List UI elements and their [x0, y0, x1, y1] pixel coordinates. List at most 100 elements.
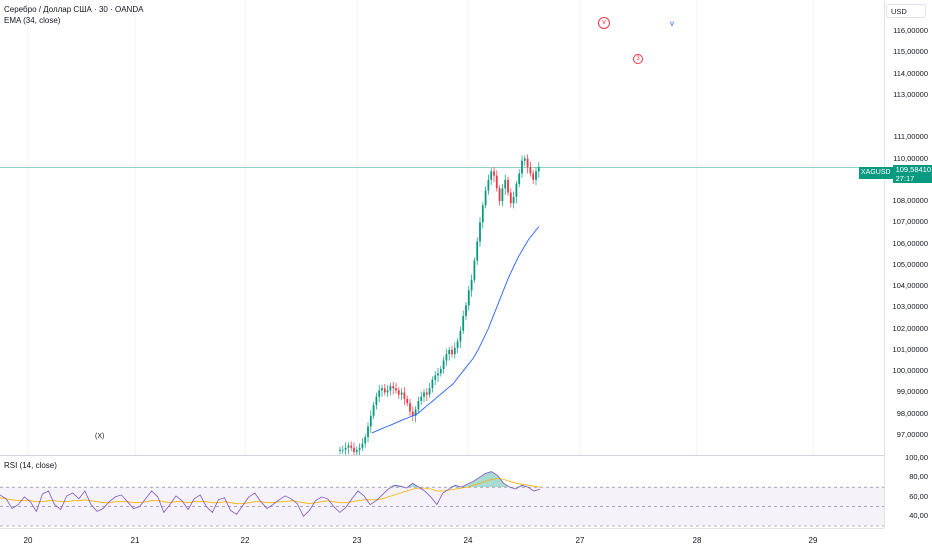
rsi-band-fill [0, 487, 884, 526]
y-axis-tick: 100,00000 [892, 366, 928, 376]
candle [470, 274, 473, 297]
candle-body [411, 411, 414, 416]
candle [509, 188, 512, 208]
candle-body [344, 447, 347, 450]
candle-body [369, 415, 372, 427]
candle-body [381, 388, 383, 391]
candle [409, 398, 411, 416]
x-axis-tick: 27 [575, 536, 585, 545]
candle-body [347, 445, 350, 448]
candle-body [350, 445, 353, 448]
candle-body [403, 392, 406, 399]
currency-button[interactable]: USD [886, 4, 926, 18]
candle [459, 326, 462, 348]
time-axis[interactable] [0, 528, 884, 551]
y-axis-tick: 110,00000 [893, 153, 928, 163]
y-axis-tick: 98,00000 [896, 408, 928, 418]
candle-body [476, 241, 479, 261]
candle-body [473, 260, 476, 280]
candle-body [375, 396, 378, 406]
candle [428, 382, 431, 398]
wave-marker-v-blue: v [670, 19, 674, 28]
candle [462, 310, 465, 334]
candle [350, 441, 353, 451]
candle-body [507, 179, 509, 193]
candle-body [442, 360, 445, 370]
candle [476, 237, 479, 265]
candle [484, 186, 487, 209]
x-axis-tick: 28 [692, 536, 702, 545]
candle [437, 368, 439, 382]
candle [383, 383, 386, 396]
rsi-y-tick: 80,00 [909, 472, 928, 482]
candle-body [434, 375, 437, 380]
y-axis-tick: 111,00000 [893, 132, 928, 142]
ema-legend[interactable]: EMA (34, close) [4, 16, 61, 25]
candle-body [437, 373, 439, 376]
candle-body [420, 396, 423, 401]
price-chart[interactable] [0, 0, 884, 458]
candle-body [355, 449, 358, 452]
y-axis-tick: 103,00000 [892, 302, 928, 312]
x-axis-tick: 21 [130, 536, 140, 545]
candle-body [358, 447, 361, 450]
y-axis-tick: 108,00000 [892, 196, 928, 206]
rsi-chart[interactable] [0, 456, 884, 528]
candle [431, 376, 434, 393]
y-axis-tick: 101,00000 [892, 344, 928, 354]
candle [498, 185, 501, 206]
candle [493, 167, 495, 182]
x-axis-tick: 29 [808, 536, 818, 545]
candle [397, 387, 400, 399]
rsi-legend[interactable]: RSI (14, close) [4, 461, 57, 470]
y-axis-tick: 107,00000 [892, 217, 928, 227]
candle-body [456, 341, 459, 348]
candle [481, 202, 484, 229]
last-price-tag: XAGUSD 109,58410 27:17 [859, 165, 932, 183]
candle-body [529, 167, 532, 174]
main-chart-pane[interactable] [0, 0, 884, 458]
candle [535, 167, 537, 186]
price-scale[interactable] [884, 0, 932, 528]
candle [518, 169, 521, 188]
candle-body [372, 405, 375, 416]
bar-countdown: 27:17 [895, 174, 915, 183]
candle [507, 176, 509, 196]
y-axis-tick: 104,00000 [892, 281, 928, 291]
candle [372, 402, 375, 420]
candle [344, 442, 347, 456]
candle-body [501, 188, 504, 202]
candle [451, 345, 453, 358]
ema-line [371, 226, 540, 434]
chart-title[interactable]: Серебро / Доллар США · 30 · OANDA [4, 5, 144, 14]
candle-body [515, 184, 518, 197]
candle [473, 257, 476, 283]
candle-body [406, 398, 409, 404]
rsi-y-tick: 100,00 [905, 453, 928, 462]
candle-body [353, 447, 355, 452]
candle [339, 446, 341, 455]
x-axis-tick: 22 [240, 536, 250, 545]
candle-body [448, 349, 451, 355]
x-axis-tick: 24 [463, 536, 473, 545]
y-axis-tick: 116,00000 [893, 26, 928, 35]
pane-separator[interactable] [0, 455, 932, 456]
candle [465, 302, 467, 321]
candle [495, 170, 498, 192]
rsi-overbought-fill [0, 471, 540, 488]
candle-body [465, 305, 467, 316]
candle [479, 217, 481, 247]
candle-body [495, 175, 498, 189]
candle-body [523, 158, 526, 161]
candle-body [417, 400, 420, 410]
candle-body [364, 437, 367, 444]
last-price-value: 109,58410 [895, 165, 932, 174]
candle-body [481, 205, 484, 223]
candle-body [459, 330, 462, 342]
candle-body [428, 388, 431, 395]
rsi-pane[interactable] [0, 456, 884, 528]
candle-body [423, 392, 425, 397]
candle [400, 388, 403, 400]
candle-body [537, 167, 540, 172]
candle-body [361, 443, 364, 448]
